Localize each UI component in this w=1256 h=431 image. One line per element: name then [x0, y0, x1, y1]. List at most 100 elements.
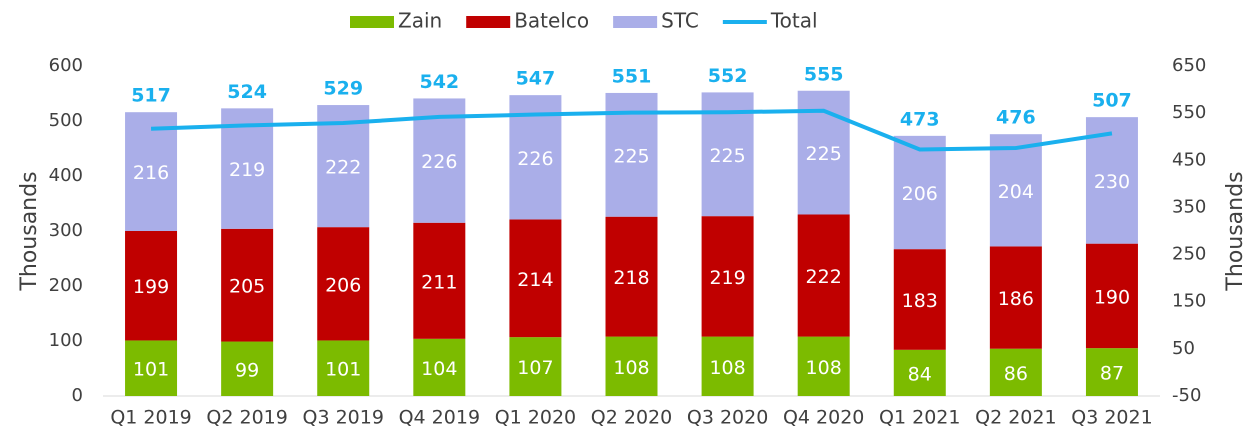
bar-segment — [989, 246, 1042, 349]
y2-tick-label: 550 — [1172, 102, 1206, 123]
segment-label: 226 — [421, 151, 457, 173]
x-tick-label: Q4 2020 — [783, 407, 864, 429]
x-tick-label: Q2 2020 — [591, 407, 672, 429]
segment-label: 206 — [325, 274, 361, 296]
bar-segment — [893, 135, 946, 250]
bar-segment — [221, 228, 274, 342]
total-label: 529 — [323, 78, 363, 100]
segment-label: 230 — [1094, 171, 1130, 193]
total-label: 542 — [419, 71, 459, 93]
x-tick-label: Q1 2020 — [495, 407, 576, 429]
legend-label: Zain — [398, 9, 442, 33]
bar-segment — [797, 336, 850, 396]
x-tick-label: Q1 2019 — [110, 407, 191, 429]
total-label: 507 — [1092, 90, 1132, 112]
bar-segment — [221, 341, 274, 396]
bar-segment — [509, 337, 562, 396]
legend-swatch — [613, 16, 658, 28]
segment-label: 219 — [229, 159, 265, 181]
segment-label: 108 — [806, 357, 842, 379]
x-tick-label: Q3 2020 — [687, 407, 768, 429]
segment-label: 219 — [709, 267, 745, 289]
bar-segment — [797, 214, 850, 337]
bar-segment — [125, 112, 178, 231]
segment-label: 87 — [1100, 363, 1124, 385]
segment-label: 107 — [517, 357, 553, 379]
y2-tick-label: 150 — [1172, 291, 1206, 312]
bar-segment — [1085, 243, 1138, 349]
bar-segment — [413, 338, 466, 396]
bar-segment — [989, 134, 1042, 247]
bar-segment — [1085, 348, 1138, 396]
y-tick-label: 400 — [49, 165, 83, 186]
segment-label: 108 — [709, 357, 745, 379]
bar-segment — [317, 227, 370, 341]
total-line — [150, 108, 1113, 152]
y-tick-label: 200 — [49, 275, 83, 296]
legend-swatch — [350, 16, 394, 28]
segment-label: 222 — [806, 266, 842, 288]
segment-label: 205 — [229, 276, 265, 298]
total-label: 547 — [516, 68, 556, 90]
y-tick-label: 100 — [49, 330, 83, 351]
total-label: 476 — [996, 107, 1036, 129]
total-label: 552 — [708, 65, 748, 87]
y-tick-label: 600 — [49, 55, 83, 76]
bar-segment — [893, 249, 946, 350]
bar-segment — [413, 222, 466, 339]
bar-segment — [893, 349, 946, 396]
total-label: 473 — [900, 108, 940, 130]
segment-label: 99 — [235, 359, 259, 381]
segment-label: 86 — [1004, 363, 1028, 385]
segment-label: 218 — [613, 267, 649, 289]
segment-label: 216 — [133, 162, 169, 184]
bar-segment — [221, 108, 274, 229]
y2-tick-label: 250 — [1172, 244, 1206, 265]
y-tick-label: 300 — [49, 220, 83, 241]
segment-label: 225 — [613, 145, 649, 167]
x-tick-label: Q3 2019 — [303, 407, 384, 429]
x-tick-label: Q1 2021 — [879, 407, 960, 429]
segment-label: 222 — [325, 157, 361, 179]
segment-label: 84 — [908, 363, 932, 385]
bar-segment — [125, 340, 178, 396]
y2-tick-label: 50 — [1172, 338, 1195, 359]
segment-label: 190 — [1094, 286, 1130, 308]
y2-tick-label: 650 — [1172, 55, 1206, 76]
segment-label: 206 — [902, 183, 938, 205]
y-tick-label: 0 — [72, 385, 83, 406]
legend-label: Total — [770, 9, 818, 33]
segment-label: 108 — [613, 357, 649, 379]
segment-label: 199 — [133, 276, 169, 298]
segment-label: 183 — [902, 290, 938, 312]
segment-label: 101 — [133, 359, 169, 381]
y2-tick-label: -50 — [1172, 385, 1201, 406]
y2-axis-title: Thousands — [1223, 171, 1248, 291]
segment-label: 214 — [517, 269, 553, 291]
segment-label: 186 — [998, 288, 1034, 310]
bar-segment — [701, 336, 754, 396]
bar-segment — [605, 336, 658, 396]
segment-label: 211 — [421, 271, 457, 293]
x-tick-label: Q2 2021 — [975, 407, 1056, 429]
total-label: 524 — [227, 81, 267, 103]
total-label: 517 — [131, 85, 171, 107]
y-tick-label: 500 — [49, 110, 83, 131]
y2-tick-label: 350 — [1172, 196, 1206, 217]
segment-label: 226 — [517, 148, 553, 170]
y-axis-title: Thousands — [17, 171, 42, 291]
bar-segment — [317, 340, 370, 396]
legend-label: STC — [661, 9, 699, 33]
segment-label: 225 — [709, 145, 745, 167]
segment-label: 225 — [806, 143, 842, 165]
bar-segment — [605, 216, 658, 337]
x-tick-label: Q4 2019 — [399, 407, 480, 429]
legend-swatch — [466, 16, 511, 28]
total-label: 555 — [804, 63, 844, 85]
segment-label: 104 — [421, 358, 457, 380]
legend-label: Batelco — [514, 9, 589, 33]
segment-label: 101 — [325, 359, 361, 381]
bar-segment — [1085, 117, 1138, 244]
total-label: 551 — [612, 65, 652, 87]
